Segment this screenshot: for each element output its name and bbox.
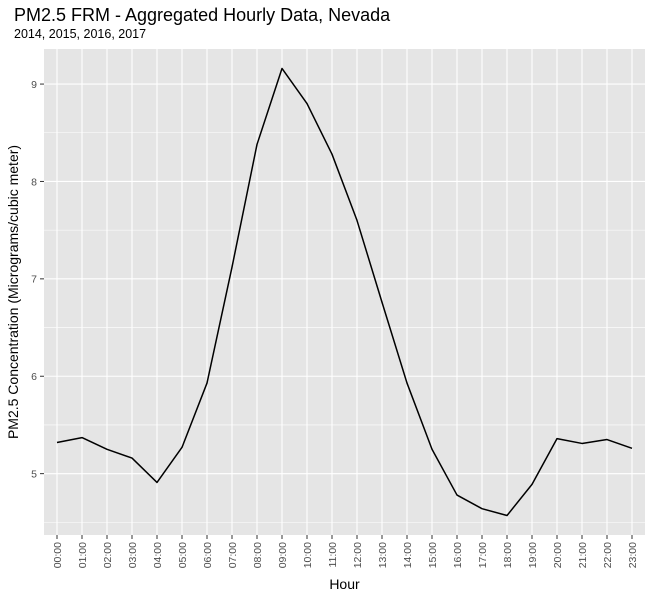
x-tick-label: 08:00 bbox=[252, 542, 264, 568]
x-tick-label: 14:00 bbox=[402, 542, 414, 568]
chart-title: PM2.5 FRM - Aggregated Hourly Data, Neva… bbox=[14, 5, 391, 25]
x-tick-label: 03:00 bbox=[127, 542, 139, 568]
x-tick-label: 05:00 bbox=[177, 542, 189, 568]
x-tick-label: 12:00 bbox=[352, 542, 364, 568]
major-gridlines bbox=[44, 49, 645, 535]
y-tick-label: 6 bbox=[31, 371, 37, 383]
y-tick-label: 8 bbox=[31, 176, 37, 188]
x-tick-label: 04:00 bbox=[152, 542, 164, 568]
x-tick-label: 00:00 bbox=[52, 542, 64, 568]
x-tick-label: 06:00 bbox=[202, 542, 214, 568]
y-tick-label: 7 bbox=[31, 274, 37, 286]
x-tick-label: 18:00 bbox=[502, 542, 514, 568]
x-tick-label: 23:00 bbox=[627, 542, 639, 568]
x-tick-label: 17:00 bbox=[477, 542, 489, 568]
x-tick-label: 10:00 bbox=[302, 542, 314, 568]
chart-subtitle: 2014, 2015, 2016, 2017 bbox=[14, 27, 147, 41]
y-tick-label: 5 bbox=[31, 468, 37, 480]
x-tick-label: 01:00 bbox=[77, 542, 89, 568]
x-tick-label: 22:00 bbox=[602, 542, 614, 568]
x-tick-label: 02:00 bbox=[102, 542, 114, 568]
y-tick-labels: 5 6 7 8 9 bbox=[31, 79, 37, 481]
x-tick-label: 11:00 bbox=[327, 542, 339, 568]
plot-panel bbox=[44, 49, 645, 535]
x-tick-label: 13:00 bbox=[377, 542, 389, 568]
minor-gridlines bbox=[44, 132, 645, 523]
x-tick-label: 21:00 bbox=[577, 542, 589, 568]
x-tick-label: 07:00 bbox=[227, 542, 239, 568]
y-axis-label: PM2.5 Concentration (Micrograms/cubic me… bbox=[5, 145, 21, 439]
y-tick-label: 9 bbox=[31, 79, 37, 91]
x-axis-label: Hour bbox=[329, 576, 360, 592]
axis-ticks bbox=[40, 83, 633, 539]
series-line bbox=[56, 67, 633, 517]
x-tick-label: 09:00 bbox=[277, 542, 289, 568]
x-tick-label: 20:00 bbox=[552, 542, 564, 568]
x-tick-label: 19:00 bbox=[527, 542, 539, 568]
x-tick-label: 16:00 bbox=[452, 542, 464, 568]
x-tick-label: 15:00 bbox=[427, 542, 439, 568]
x-tick-labels: 00:00 01:00 02:00 03:00 04:00 05:00 06:00 07:00… bbox=[52, 542, 639, 568]
